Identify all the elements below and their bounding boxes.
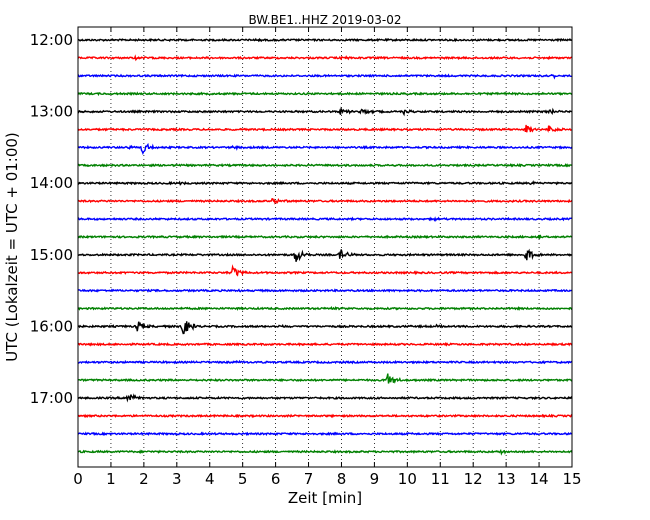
x-tick-label: 12	[464, 470, 483, 488]
trace-14:00	[77, 180, 573, 186]
y-axis-label: UTC (Lokalzeit = UTC + 01:00)	[3, 132, 21, 362]
trace-16:00	[77, 321, 573, 335]
x-tick-label: 7	[304, 470, 314, 488]
x-axis-label: Zeit [min]	[288, 489, 362, 507]
trace-12:00	[77, 37, 573, 43]
trace-14:30	[77, 216, 572, 222]
x-tick-label: 0	[73, 470, 83, 488]
trace-17:00	[77, 393, 573, 403]
grid-lines	[110, 27, 540, 467]
x-tick-label: 15	[562, 470, 581, 488]
trace-17:15	[77, 413, 573, 419]
x-tick-label: 10	[398, 470, 417, 488]
y-tick-label: 13:00	[30, 103, 73, 121]
traces	[77, 37, 573, 456]
x-tick-label: 4	[205, 470, 215, 488]
y-tick-label: 15:00	[30, 246, 73, 264]
x-tick-label: 5	[238, 470, 248, 488]
x-ticks: 0 1 2 3 4 5 6 7 8 9 10 11 12 13 14 15	[73, 27, 582, 488]
trace-13:30	[77, 142, 573, 155]
trace-15:30	[77, 288, 573, 293]
trace-15:45	[77, 305, 573, 311]
x-tick-label: 2	[139, 470, 149, 488]
trace-13:00	[77, 106, 573, 117]
x-tick-label: 6	[271, 470, 281, 488]
trace-15:15	[77, 264, 573, 277]
trace-17:30	[77, 431, 573, 437]
x-tick-label: 8	[337, 470, 347, 488]
x-tick-label: 3	[172, 470, 182, 488]
y-ticks: 12:00 13:00 14:00 15:00 16:00 17:00	[30, 31, 572, 407]
y-tick-label: 16:00	[30, 317, 73, 335]
trace-15:00	[77, 248, 573, 262]
x-tick-label: 9	[370, 470, 380, 488]
x-tick-label: 14	[530, 470, 549, 488]
plot-frame	[77, 26, 573, 468]
trace-16:15	[77, 341, 573, 347]
y-tick-label: 17:00	[30, 389, 73, 407]
trace-13:15	[77, 124, 573, 133]
trace-12:30	[77, 73, 573, 80]
y-tick-label: 12:00	[30, 31, 73, 49]
trace-16:30	[77, 359, 573, 365]
trace-12:45	[77, 91, 573, 97]
trace-12:15	[77, 54, 573, 62]
x-tick-label: 13	[497, 470, 516, 488]
x-tick-label: 1	[106, 470, 116, 488]
x-tick-label: 11	[431, 470, 450, 488]
y-tick-label: 14:00	[30, 174, 73, 192]
trace-16:45	[77, 373, 573, 384]
trace-13:45	[77, 162, 573, 168]
trace-14:15	[77, 197, 573, 205]
trace-14:45	[77, 234, 573, 240]
trace-17:45	[77, 448, 573, 456]
chart-title: BW.BE1..HHZ 2019-03-02	[248, 13, 401, 27]
